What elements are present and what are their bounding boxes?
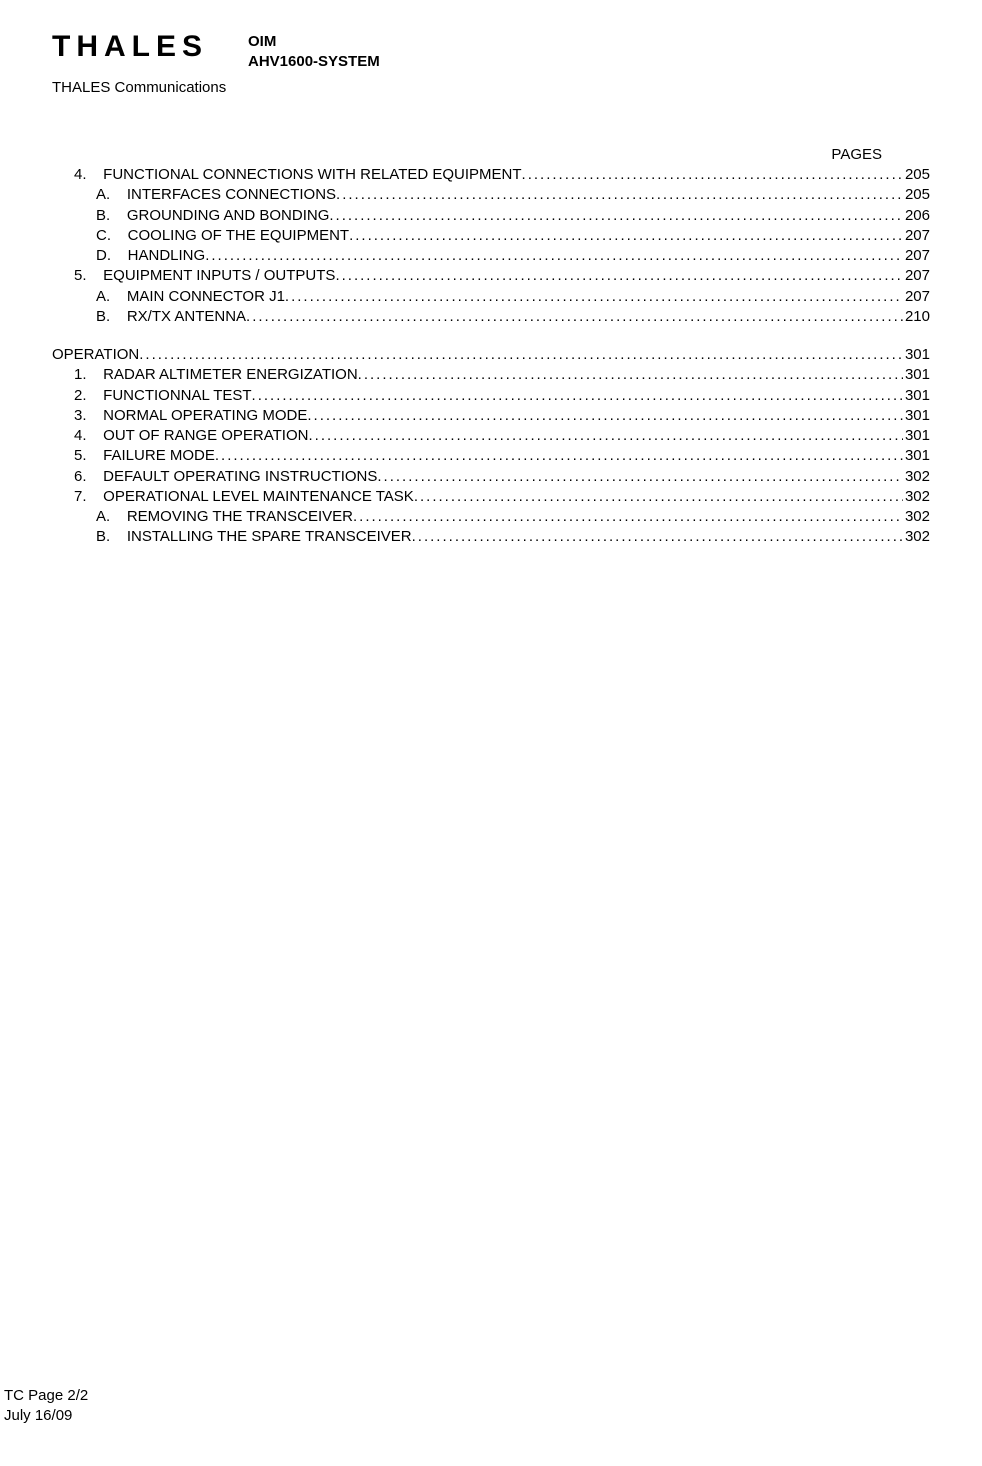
toc-leader <box>329 206 903 226</box>
toc-page: 301 <box>903 446 930 466</box>
toc-page: 302 <box>903 467 930 487</box>
toc-leader <box>522 165 903 185</box>
toc-page: 301 <box>903 406 930 426</box>
toc-entry: A. MAIN CONNECTOR J1 207 <box>52 287 930 307</box>
toc-prefix: 6. DEFAULT OPERATING INSTRUCTIONS <box>74 467 377 487</box>
toc-leader <box>353 507 903 527</box>
toc-leader <box>252 386 903 406</box>
toc-page: 207 <box>903 287 930 307</box>
toc-page: 302 <box>903 487 930 507</box>
toc-entry: 1. RADAR ALTIMETER ENERGIZATION 301 <box>52 365 930 385</box>
toc-prefix: 4. OUT OF RANGE OPERATION <box>74 426 308 446</box>
toc-prefix: 2. FUNCTIONNAL TEST <box>74 386 252 406</box>
toc-leader <box>308 426 902 446</box>
toc-entry: 3. NORMAL OPERATING MODE 301 <box>52 406 930 426</box>
footer-page: TC Page 2/2 <box>4 1386 982 1406</box>
toc-page: 207 <box>903 226 930 246</box>
toc-leader <box>335 266 903 286</box>
toc-entry: A. INTERFACES CONNECTIONS 205 <box>52 185 930 205</box>
toc-page: 302 <box>903 507 930 527</box>
toc-page: 301 <box>903 386 930 406</box>
toc-prefix: 5. FAILURE MODE <box>74 446 215 466</box>
toc-entry: 4. OUT OF RANGE OPERATION 301 <box>52 426 930 446</box>
toc-prefix: A. MAIN CONNECTOR J1 <box>96 287 285 307</box>
toc-leader <box>377 467 903 487</box>
document-header: THALES OIM AHV1600-SYSTEM <box>52 30 930 71</box>
toc-entry: A. REMOVING THE TRANSCEIVER 302 <box>52 507 930 527</box>
toc-prefix: C. COOLING OF THE EQUIPMENT <box>96 226 349 246</box>
toc-entry: 2. FUNCTIONNAL TEST 301 <box>52 386 930 406</box>
toc-prefix: 5. EQUIPMENT INPUTS / OUTPUTS <box>74 266 335 286</box>
pages-column-header: PAGES <box>52 146 930 163</box>
doc-title-line1: OIM <box>248 32 380 52</box>
toc-page: 301 <box>903 345 930 365</box>
toc-page: 207 <box>903 246 930 266</box>
toc-leader <box>285 287 903 307</box>
toc-entry: D. HANDLING 207 <box>52 246 930 266</box>
toc-leader <box>215 446 903 466</box>
toc-page: 210 <box>903 307 930 327</box>
toc-leader <box>139 345 903 365</box>
footer-date: July 16/09 <box>4 1406 982 1426</box>
toc-leader <box>336 185 903 205</box>
toc-entry: 6. DEFAULT OPERATING INSTRUCTIONS 302 <box>52 467 930 487</box>
document-title: OIM AHV1600-SYSTEM <box>248 30 380 71</box>
toc-prefix: D. HANDLING <box>96 246 205 266</box>
toc-prefix: B. RX/TX ANTENNA <box>96 307 246 327</box>
toc-page: 207 <box>903 266 930 286</box>
toc-entry: OPERATION 301 <box>52 345 930 365</box>
page-footer: TC Page 2/2 July 16/09 <box>0 1386 982 1427</box>
toc-leader <box>412 527 903 547</box>
toc-entry: B. GROUNDING AND BONDING 206 <box>52 206 930 226</box>
toc-prefix: B. GROUNDING AND BONDING <box>96 206 329 226</box>
toc-leader <box>307 406 903 426</box>
toc-entry: C. COOLING OF THE EQUIPMENT 207 <box>52 226 930 246</box>
toc-page: 206 <box>903 206 930 226</box>
toc-entry: B. RX/TX ANTENNA 210 <box>52 307 930 327</box>
toc-prefix: 4. FUNCTIONAL CONNECTIONS WITH RELATED E… <box>74 165 522 185</box>
toc-entry: 4. FUNCTIONAL CONNECTIONS WITH RELATED E… <box>52 165 930 185</box>
toc-prefix: A. REMOVING THE TRANSCEIVER <box>96 507 353 527</box>
toc-entry: 7. OPERATIONAL LEVEL MAINTENANCE TASK 302 <box>52 487 930 507</box>
toc-leader <box>349 226 903 246</box>
toc-leader <box>358 365 903 385</box>
toc-prefix: OPERATION <box>52 345 139 365</box>
toc-page: 205 <box>903 165 930 185</box>
toc-prefix: 7. OPERATIONAL LEVEL MAINTENANCE TASK <box>74 487 414 507</box>
toc-leader <box>246 307 903 327</box>
toc-page: 301 <box>903 426 930 446</box>
toc-entry: 5. FAILURE MODE 301 <box>52 446 930 466</box>
toc-entry: B. INSTALLING THE SPARE TRANSCEIVER 302 <box>52 527 930 547</box>
toc-prefix: B. INSTALLING THE SPARE TRANSCEIVER <box>96 527 412 547</box>
doc-title-line2: AHV1600-SYSTEM <box>248 52 380 72</box>
toc-prefix: 3. NORMAL OPERATING MODE <box>74 406 307 426</box>
toc-gap <box>52 327 930 345</box>
toc-leader <box>414 487 903 507</box>
toc-page: 205 <box>903 185 930 205</box>
toc-page: 302 <box>903 527 930 547</box>
toc-page: 301 <box>903 365 930 385</box>
toc-prefix: 1. RADAR ALTIMETER ENERGIZATION <box>74 365 358 385</box>
company-subhead: THALES Communications <box>52 79 930 96</box>
thales-logo: THALES <box>52 30 208 64</box>
toc-entry: 5. EQUIPMENT INPUTS / OUTPUTS 207 <box>52 266 930 286</box>
toc-prefix: A. INTERFACES CONNECTIONS <box>96 185 336 205</box>
table-of-contents: 4. FUNCTIONAL CONNECTIONS WITH RELATED E… <box>52 165 930 548</box>
toc-leader <box>205 246 903 266</box>
